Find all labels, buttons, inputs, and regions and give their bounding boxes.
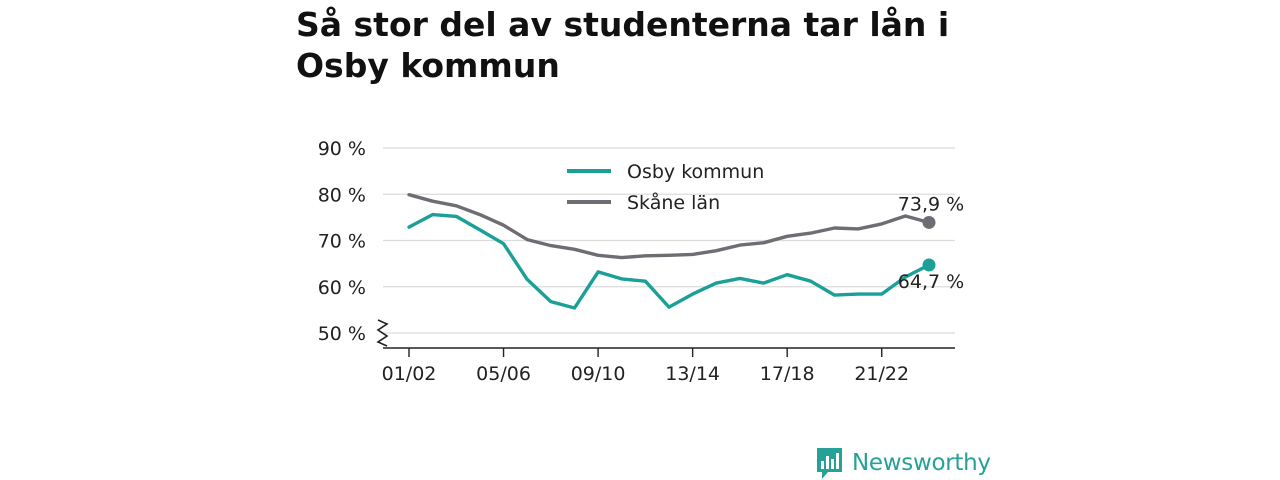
chart-title: Så stor del av studenterna tar lån i Osb… — [296, 5, 950, 85]
series-line-osby-kommun — [407, 212, 931, 310]
y-tick-label: 90 % — [318, 138, 366, 160]
series-end-marker — [922, 215, 936, 229]
x-tick-label: 09/10 — [571, 363, 626, 385]
x-tick-label: 05/06 — [476, 363, 531, 385]
y-tick-label: 80 % — [318, 184, 366, 206]
series-lines: 64,7 % 73,9 % — [407, 192, 964, 310]
brand-name: Newsworthy — [852, 450, 991, 476]
brand-logo: Newsworthy — [815, 446, 991, 480]
series-line-skane-lan — [407, 192, 931, 260]
series-end-label: 64,7 % — [898, 271, 964, 293]
legend-label: Osby kommun — [627, 161, 764, 183]
y-tick-label: 60 % — [318, 277, 366, 299]
y-tick-label: 70 % — [318, 231, 366, 253]
series-end-marker — [922, 258, 936, 272]
x-tick-label: 21/22 — [854, 363, 909, 385]
legend-label: Skåne län — [627, 191, 720, 214]
x-tick-label: 01/02 — [382, 363, 437, 385]
x-tick-label: 17/18 — [760, 363, 815, 385]
y-axis-ticks: 50 % 60 % 70 % 80 % 90 % — [318, 138, 366, 345]
x-axis: 01/02 05/06 09/10 13/14 17/18 21/22 — [382, 347, 955, 385]
legend: Osby kommun Skåne län — [567, 161, 764, 214]
x-tick-label: 13/14 — [665, 363, 720, 385]
series-end-label: 73,9 % — [898, 193, 964, 215]
axis-break-icon — [376, 319, 389, 347]
y-tick-label: 50 % — [318, 323, 366, 345]
gridlines — [383, 147, 955, 334]
newsworthy-logo-icon — [817, 448, 842, 479]
